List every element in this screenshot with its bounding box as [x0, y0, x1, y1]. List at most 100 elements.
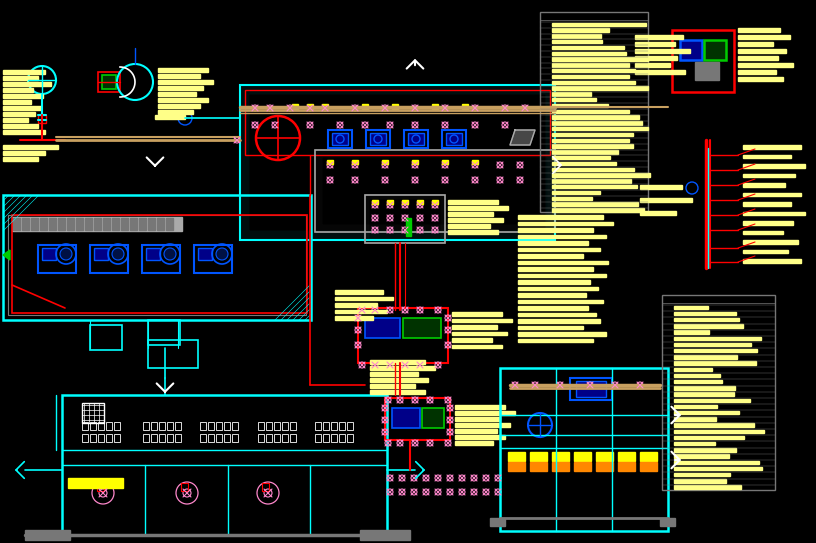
Bar — [674, 424, 754, 427]
Bar — [42, 248, 56, 260]
Bar — [518, 293, 586, 296]
Bar — [452, 344, 502, 348]
Bar — [552, 28, 609, 32]
Bar — [258, 434, 264, 442]
Bar — [635, 56, 677, 60]
Bar — [552, 127, 648, 130]
Bar — [90, 245, 128, 273]
Bar — [408, 133, 424, 145]
Bar — [552, 162, 616, 165]
Bar — [365, 318, 400, 338]
Bar — [148, 340, 198, 368]
Bar — [158, 104, 200, 108]
Bar — [339, 422, 345, 430]
Bar — [674, 435, 744, 439]
Bar — [674, 411, 739, 414]
Bar — [8, 215, 306, 315]
Bar — [31, 218, 38, 230]
Bar — [743, 183, 785, 186]
Bar — [292, 104, 298, 109]
Bar — [166, 218, 173, 230]
Bar — [518, 280, 590, 283]
Bar — [552, 167, 634, 171]
Bar — [94, 248, 108, 260]
Bar — [3, 151, 45, 155]
Bar — [640, 198, 692, 201]
Bar — [38, 115, 46, 123]
Bar — [347, 422, 353, 430]
Bar — [674, 442, 716, 445]
Bar — [332, 133, 348, 145]
Bar — [552, 115, 639, 119]
Bar — [552, 58, 648, 61]
Bar — [618, 462, 635, 471]
Bar — [224, 422, 230, 430]
Bar — [743, 202, 791, 205]
Bar — [370, 366, 435, 369]
Bar — [660, 518, 675, 526]
Bar — [319, 154, 551, 228]
Bar — [335, 316, 373, 319]
Bar — [3, 88, 33, 92]
Bar — [674, 466, 762, 470]
Bar — [322, 157, 548, 225]
Bar — [518, 235, 606, 238]
Bar — [90, 422, 96, 430]
Bar — [112, 218, 119, 230]
Bar — [738, 77, 783, 80]
Bar — [175, 422, 181, 430]
Bar — [490, 518, 505, 526]
Bar — [402, 200, 408, 204]
Bar — [738, 56, 778, 60]
Bar — [640, 185, 682, 188]
Bar — [452, 338, 492, 342]
Bar — [3, 106, 41, 110]
Bar — [114, 434, 120, 442]
Bar — [574, 452, 591, 461]
Bar — [552, 22, 645, 26]
Bar — [365, 195, 445, 243]
Bar — [243, 88, 552, 237]
Bar — [552, 197, 592, 200]
Bar — [452, 325, 497, 329]
Bar — [743, 259, 801, 262]
Bar — [249, 94, 546, 231]
Bar — [366, 130, 390, 148]
Bar — [640, 452, 657, 461]
Bar — [245, 90, 550, 235]
Bar — [232, 422, 238, 430]
Bar — [674, 479, 725, 483]
Bar — [98, 434, 104, 442]
Bar — [518, 325, 583, 329]
Bar — [3, 130, 45, 134]
Bar — [200, 434, 206, 442]
Bar — [417, 200, 423, 204]
Bar — [369, 199, 441, 239]
Bar — [674, 399, 750, 402]
Bar — [635, 49, 690, 53]
Bar — [552, 138, 628, 142]
Bar — [635, 63, 670, 66]
Bar — [448, 200, 498, 204]
Bar — [241, 86, 554, 239]
Bar — [181, 483, 188, 491]
Bar — [518, 287, 598, 290]
Bar — [674, 485, 741, 489]
Bar — [13, 218, 20, 230]
Bar — [552, 92, 591, 96]
Bar — [472, 160, 478, 164]
Bar — [12, 217, 182, 231]
Bar — [367, 197, 443, 241]
Bar — [106, 434, 112, 442]
Bar — [159, 422, 165, 430]
Bar — [290, 434, 296, 442]
Bar — [200, 422, 206, 430]
Bar — [335, 303, 377, 306]
Bar — [442, 160, 448, 164]
Bar — [743, 145, 801, 148]
Bar — [315, 150, 555, 232]
Bar — [318, 153, 552, 229]
Bar — [321, 156, 549, 226]
Bar — [216, 434, 222, 442]
Bar — [462, 104, 468, 109]
